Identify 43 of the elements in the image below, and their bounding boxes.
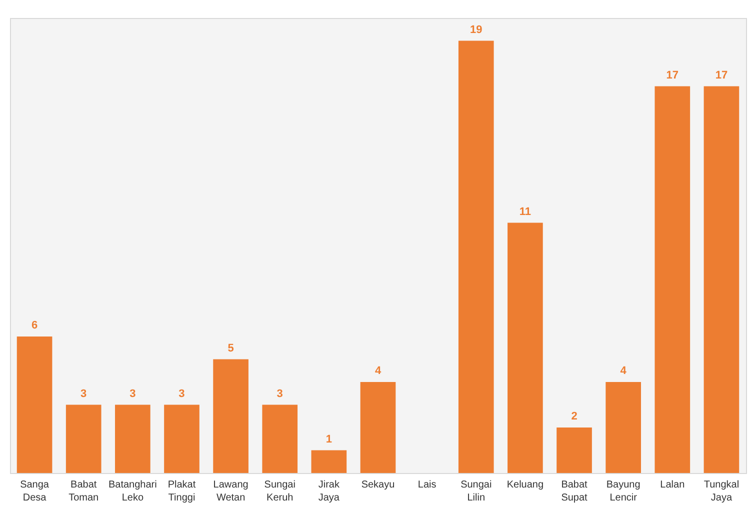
data-label: 6 xyxy=(31,320,38,332)
data-label: 3 xyxy=(178,388,185,400)
data-label: 5 xyxy=(228,342,234,354)
bar xyxy=(115,404,150,473)
data-label: 11 xyxy=(519,206,532,218)
bar xyxy=(360,382,396,473)
x-tick-label: Bayung Lencir xyxy=(606,480,640,504)
data-label: 1 xyxy=(326,433,332,446)
bar xyxy=(16,336,52,473)
x-tick-label: Sekayu xyxy=(361,480,395,490)
x-tick-label: Sungai Keruh xyxy=(264,480,296,504)
data-label: 17 xyxy=(666,69,679,82)
bar xyxy=(311,450,347,473)
data-label: 2 xyxy=(571,410,578,422)
x-tick-label: Sanga Desa xyxy=(20,480,50,504)
x-tick-label: Lawang Wetan xyxy=(213,480,248,504)
bar xyxy=(213,359,248,473)
bar xyxy=(164,404,200,473)
x-tick-label: Jirak Jaya xyxy=(318,480,340,504)
bar xyxy=(66,404,102,473)
x-tick-label: Plakat Tinggi xyxy=(168,480,196,504)
x-tick-label: Batanghari Leko xyxy=(108,480,157,504)
data-label: 4 xyxy=(374,365,382,377)
bar xyxy=(458,40,494,473)
x-tick-label: Tungkal Jaya xyxy=(704,480,740,504)
x-tick-label: Babat Toman xyxy=(68,480,99,504)
data-label: 3 xyxy=(130,388,136,400)
bar xyxy=(654,86,690,473)
x-tick-label: Keluang xyxy=(506,480,544,490)
bar xyxy=(556,428,592,473)
x-tick-label: Lais xyxy=(418,480,436,490)
x-tick-label: Lalan xyxy=(660,480,685,490)
data-label: 4 xyxy=(620,365,628,377)
bar xyxy=(704,86,740,473)
bar xyxy=(508,222,543,473)
data-label: 17 xyxy=(715,69,728,82)
bar xyxy=(606,382,641,473)
x-tick-label: Sungai Lilin xyxy=(460,480,492,504)
data-label: 19 xyxy=(470,24,482,36)
bar xyxy=(262,404,298,473)
data-label: 3 xyxy=(276,388,283,400)
data-label: 3 xyxy=(80,388,87,400)
x-tick-label: Babat Supat xyxy=(561,480,588,504)
